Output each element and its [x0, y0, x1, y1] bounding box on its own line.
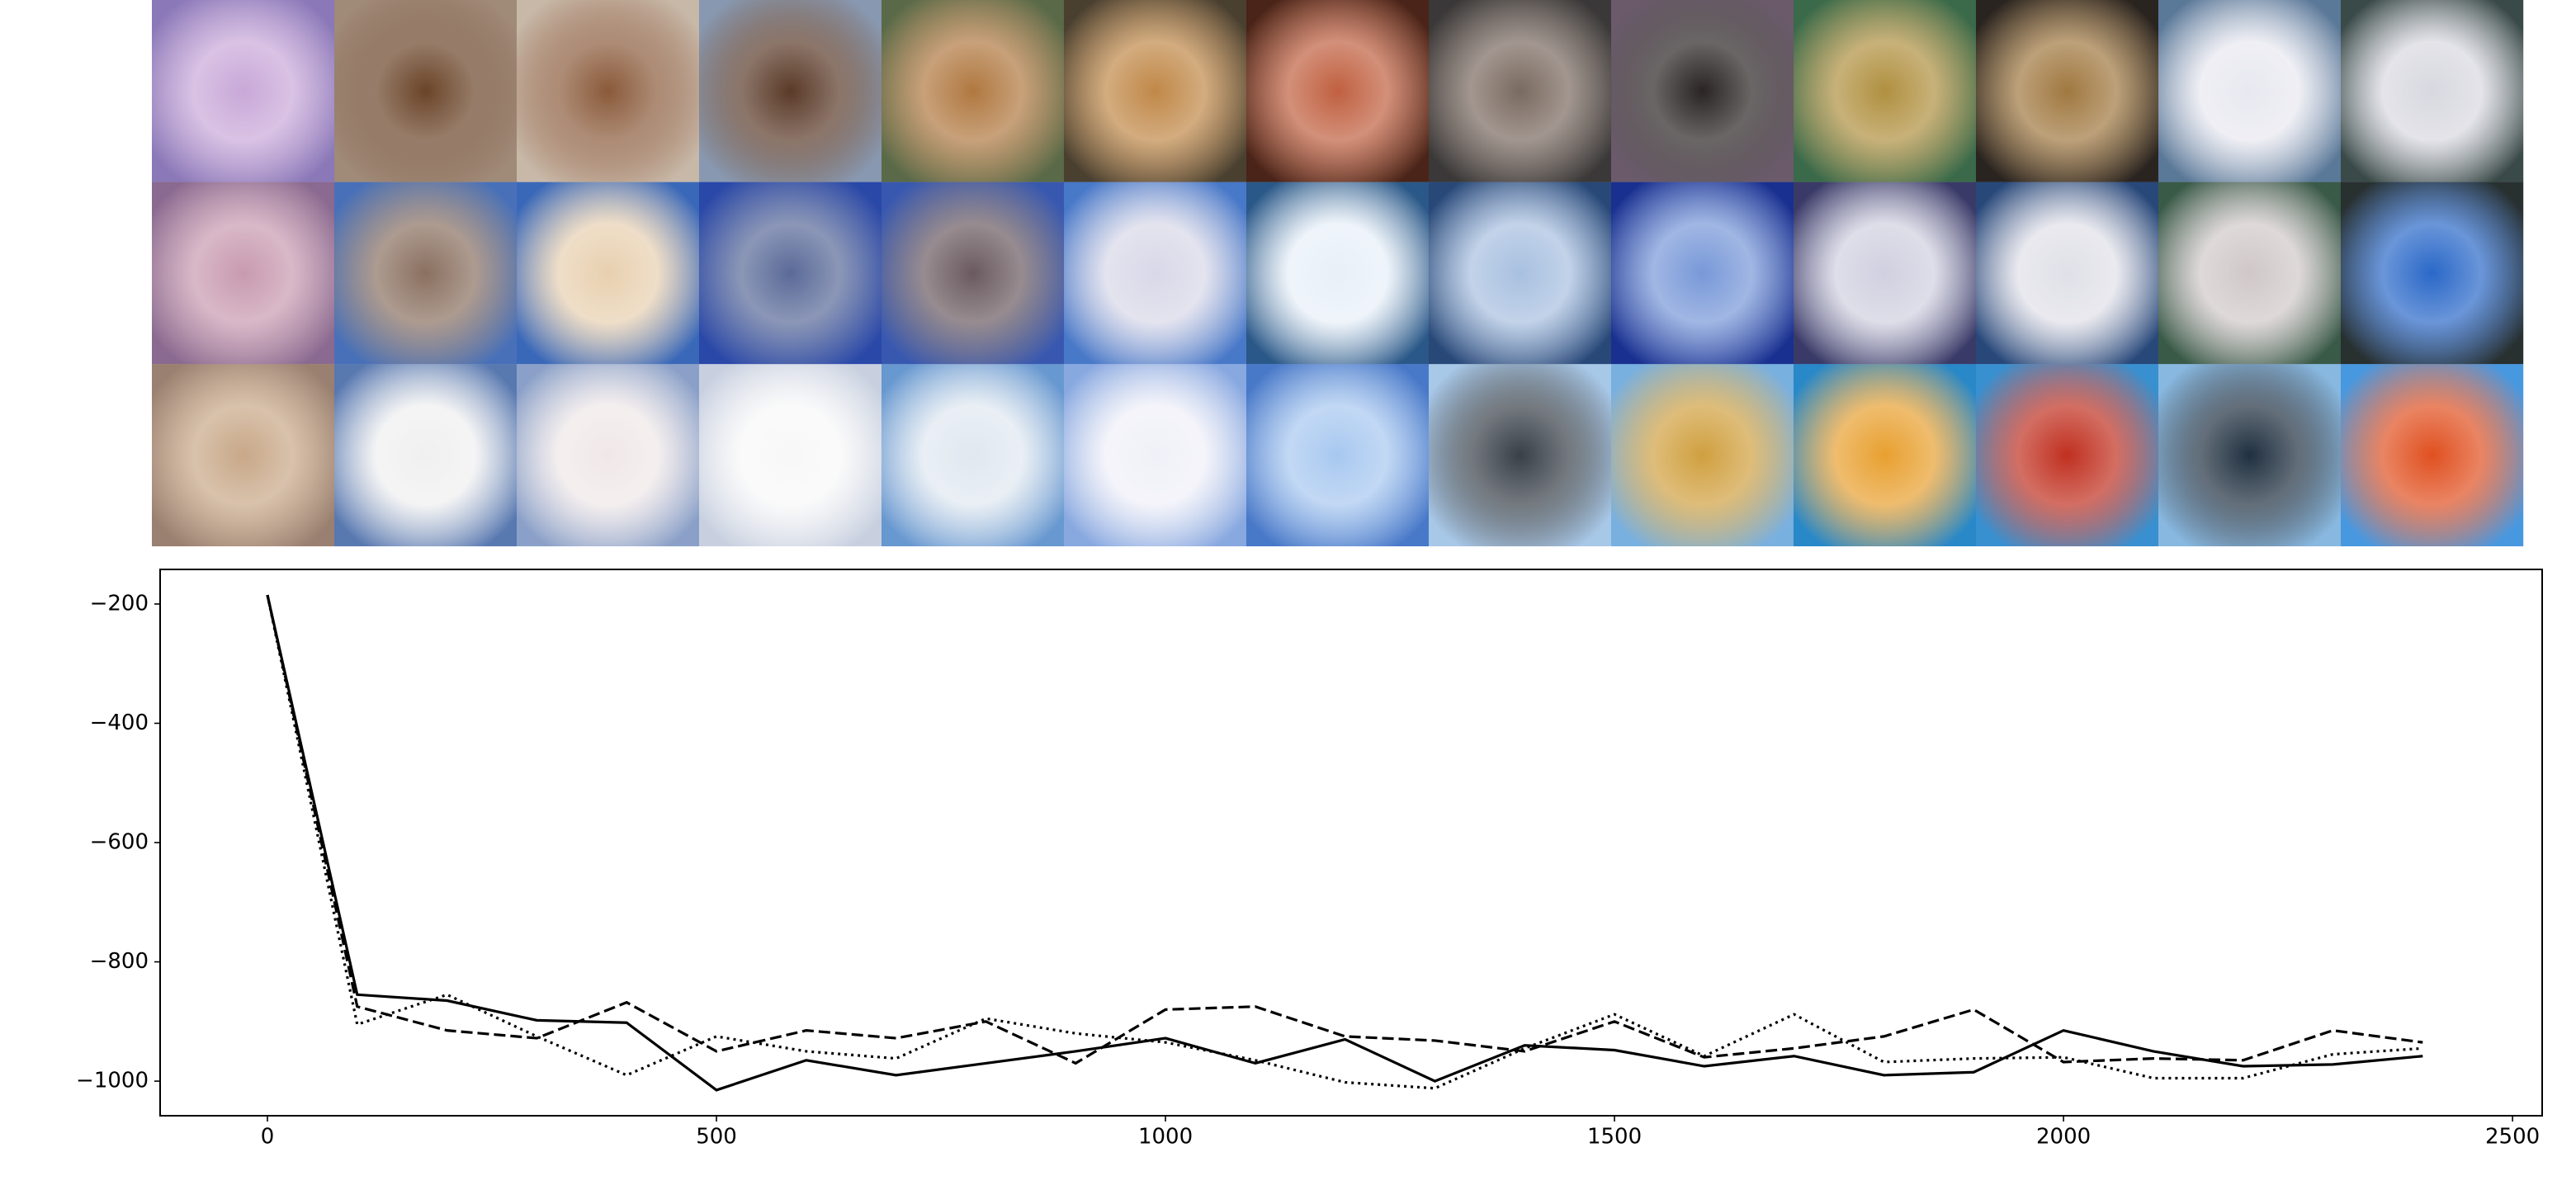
- sample-image: [1611, 364, 1794, 546]
- sample-image: [1976, 0, 2159, 182]
- x-tick-label: 2000: [2036, 1125, 2091, 1150]
- sample-image: [2158, 182, 2342, 365]
- sample-image: [699, 364, 882, 546]
- sample-image: [699, 0, 882, 182]
- x-tick-label: 2500: [2485, 1125, 2540, 1150]
- sample-image: [2341, 364, 2524, 546]
- y-tick-label: −600: [90, 830, 149, 855]
- sample-image: [152, 0, 335, 182]
- sample-image: [334, 182, 518, 365]
- sample-image: [152, 182, 335, 365]
- sample-image: [517, 182, 700, 365]
- series-line: [266, 594, 2423, 1090]
- y-tick-label: −1000: [76, 1069, 149, 1093]
- sample-image: [2158, 0, 2342, 182]
- sample-image: [882, 0, 1065, 182]
- sample-image: [1429, 182, 1612, 365]
- sample-image: [1064, 364, 1247, 546]
- sample-image: [1976, 182, 2159, 365]
- sample-image: [1794, 0, 1977, 182]
- series-line: [266, 594, 2423, 1092]
- x-tick-label: 1000: [1138, 1125, 1193, 1150]
- x-tick-label: 1500: [1587, 1125, 1642, 1150]
- sample-image: [1794, 364, 1977, 546]
- sample-image: [1976, 364, 2159, 546]
- y-tick-label: −200: [90, 591, 149, 616]
- sample-image: [1429, 0, 1612, 182]
- sample-image: [699, 182, 882, 365]
- sample-image: [2341, 0, 2524, 182]
- sample-image-grid: [152, 0, 2524, 546]
- sample-image: [1064, 0, 1247, 182]
- y-tick-label: −800: [90, 949, 149, 974]
- sample-image: [334, 364, 518, 546]
- sample-image: [2341, 182, 2524, 365]
- plot-frame: [159, 569, 2543, 1117]
- sample-image: [1246, 182, 1430, 365]
- sample-image: [152, 364, 335, 546]
- sample-image: [2158, 364, 2342, 546]
- sample-image: [1611, 0, 1794, 182]
- x-tick-label: 0: [261, 1125, 275, 1150]
- sample-image: [882, 364, 1065, 546]
- sample-image: [1246, 364, 1430, 546]
- sample-image: [1794, 182, 1977, 365]
- sample-image: [517, 364, 700, 546]
- sample-image: [1246, 0, 1430, 182]
- series-line: [266, 594, 2423, 1065]
- sample-image: [334, 0, 518, 182]
- x-tick-label: 500: [696, 1125, 737, 1150]
- sample-image: [1064, 182, 1247, 365]
- sample-image: [517, 0, 700, 182]
- sample-image: [1429, 364, 1612, 546]
- sample-image: [882, 182, 1065, 365]
- y-tick-label: −400: [90, 711, 149, 735]
- sample-image: [1611, 182, 1794, 365]
